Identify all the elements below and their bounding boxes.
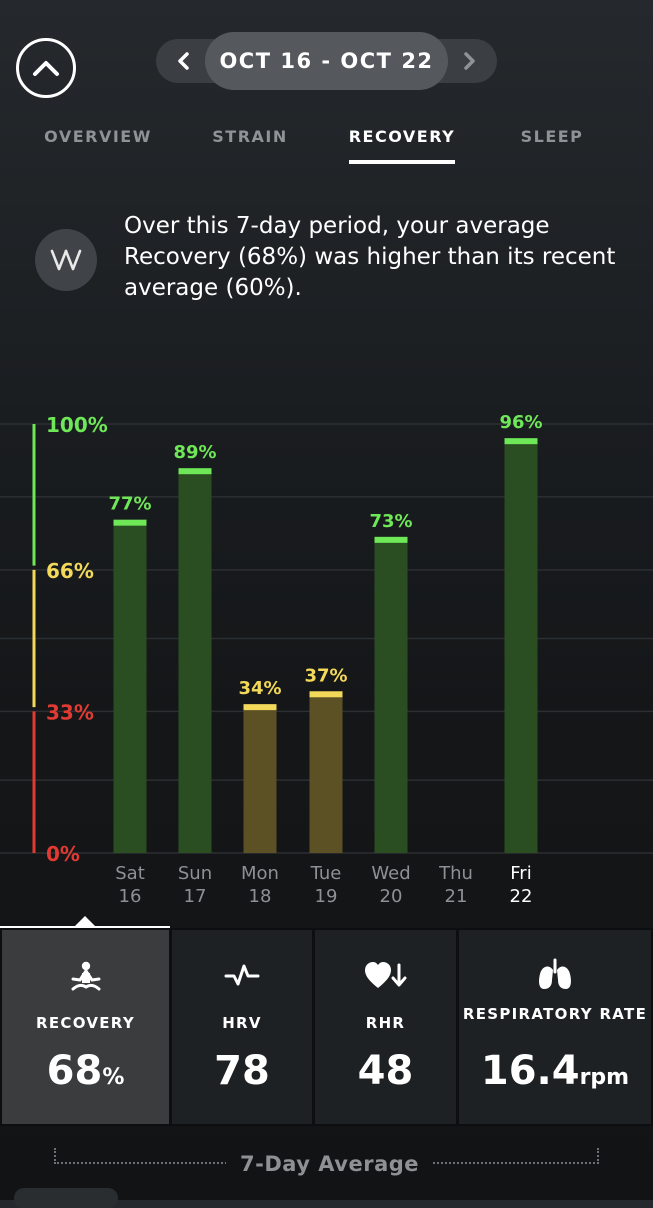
lungs-icon <box>459 958 651 992</box>
heart-down-icon <box>315 960 456 992</box>
recovery-bar <box>309 694 343 853</box>
recovery-bar <box>113 522 147 853</box>
x-tick-date: 16 <box>119 886 142 907</box>
chevron-up-icon <box>33 61 59 76</box>
bar-cap <box>243 704 277 711</box>
y-tick-label: 66% <box>46 559 94 583</box>
active-card-caret <box>74 916 96 927</box>
recovery-bar <box>243 707 277 853</box>
x-tick-day: Tue <box>310 863 342 884</box>
partial-element <box>14 1188 118 1208</box>
seven-day-average-label: 7-Day Average <box>226 1152 434 1176</box>
x-tick-day: Wed <box>371 863 410 884</box>
bar-cap <box>309 691 343 698</box>
bar-value-label: 34% <box>238 678 281 699</box>
bar-cap <box>113 519 147 526</box>
recovery-bar <box>178 471 212 853</box>
x-tick-day: Mon <box>241 863 279 884</box>
bar-value-label: 73% <box>369 511 412 532</box>
bar-value-label: 77% <box>108 494 151 515</box>
bar-value-label: 37% <box>304 665 347 686</box>
stat-label: HRV <box>222 1014 262 1032</box>
respiratory-rate-stat-card[interactable]: RESPIRATORY RATE 16.4rpm <box>457 928 653 1126</box>
bar-value-label: 89% <box>173 442 216 463</box>
x-tick-day: Fri <box>510 863 531 884</box>
stat-value: 68% <box>46 1048 125 1094</box>
x-tick-date: 20 <box>380 886 403 907</box>
x-tick-date: 21 <box>445 886 468 907</box>
tab-sleep[interactable]: SLEEP <box>520 127 584 146</box>
stat-value: 16.4rpm <box>480 1048 630 1094</box>
x-tick-date: 17 <box>184 886 207 907</box>
y-tick-label: 100% <box>46 413 108 437</box>
tab-strain[interactable]: STRAIN <box>212 127 288 146</box>
x-tick-date: 19 <box>315 886 338 907</box>
stat-label: RESPIRATORY RATE <box>462 1005 648 1023</box>
heartbeat-line-icon <box>172 960 312 990</box>
recovery-bar <box>504 441 538 853</box>
insight-message: Over this 7-day period, your average Rec… <box>124 213 616 301</box>
whoop-logo-icon <box>35 229 97 291</box>
active-tab-indicator <box>349 160 455 164</box>
x-tick-day: Sat <box>115 863 145 884</box>
bar-cap <box>504 438 538 445</box>
bar-value-label: 96% <box>499 412 542 433</box>
date-range-label[interactable]: OCT 16 - OCT 22 <box>205 32 448 90</box>
stat-label: RHR <box>365 1014 406 1032</box>
x-tick-day: Sun <box>178 863 212 884</box>
y-tick-label: 33% <box>46 700 94 724</box>
x-tick-day: Thu <box>438 863 473 884</box>
x-tick-date: 18 <box>249 886 272 907</box>
bar-cap <box>374 536 408 543</box>
next-week-button[interactable] <box>459 50 481 72</box>
chevron-right-icon <box>464 52 475 70</box>
collapse-button[interactable] <box>16 38 76 98</box>
recovery-stat-card[interactable]: RECOVERY 68% <box>0 928 171 1126</box>
y-tick-label: 0% <box>46 842 80 866</box>
tab-recovery[interactable]: RECOVERY <box>348 127 456 146</box>
x-tick-date: 22 <box>510 886 533 907</box>
chevron-left-icon <box>178 52 189 70</box>
recovery-bar <box>374 539 408 853</box>
previous-week-button[interactable] <box>172 50 194 72</box>
rhr-stat-card[interactable]: RHR 48 <box>313 928 458 1126</box>
stat-value: 78 <box>214 1048 270 1094</box>
meditation-icon <box>2 960 169 994</box>
tab-overview[interactable]: OVERVIEW <box>44 127 152 146</box>
stat-value: 48 <box>357 1048 414 1094</box>
hrv-stat-card[interactable]: HRV 78 <box>170 928 314 1126</box>
bar-cap <box>178 468 212 475</box>
stat-label: RECOVERY <box>35 1014 135 1032</box>
